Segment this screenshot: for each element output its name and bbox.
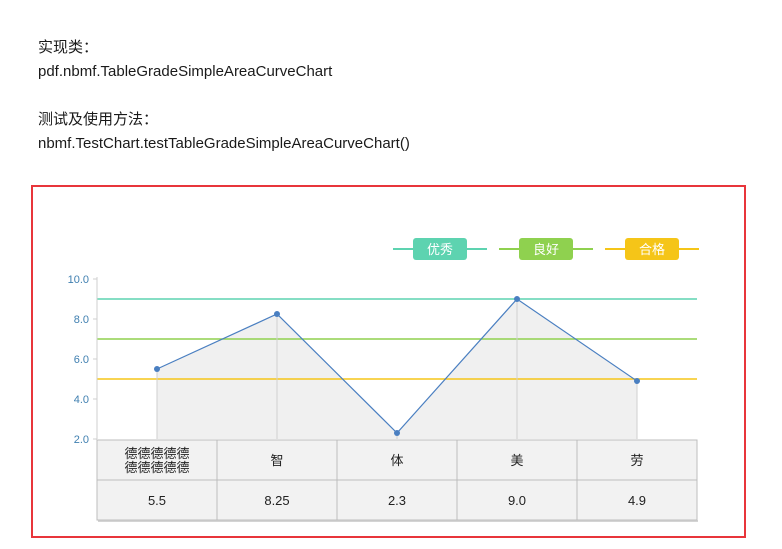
legend-label-1: 良好 bbox=[533, 242, 559, 257]
test-label: 测试及使用方法： bbox=[38, 111, 159, 128]
data-point-3 bbox=[514, 296, 520, 302]
data-point-0 bbox=[154, 366, 160, 372]
category-label-1-0: 智 bbox=[270, 453, 283, 468]
legend-swatch-0 bbox=[413, 238, 467, 260]
chart-frame: 10.0 8.0 6.0 4.0 2.0 德德德德德 德德德德德 5.5 智 8.25 体 2.3 美… bbox=[31, 185, 746, 538]
value-label-0: 5.5 bbox=[148, 493, 166, 508]
data-point-2 bbox=[394, 430, 400, 436]
test-method-name: nbmf.TestChart.testTableGradeSimpleAreaC… bbox=[38, 135, 410, 152]
y-tick-label-0: 10.0 bbox=[68, 274, 89, 286]
data-point-1 bbox=[274, 311, 280, 317]
impl-class-name: pdf.nbmf.TableGradeSimpleAreaCurveChart bbox=[38, 63, 333, 80]
area-fill bbox=[157, 299, 637, 439]
category-label-2-0: 体 bbox=[390, 453, 403, 468]
legend-swatch-1 bbox=[519, 238, 573, 260]
category-label-4-0: 劳 bbox=[630, 453, 643, 468]
data-point-4 bbox=[634, 378, 640, 384]
y-tick-label-4: 2.0 bbox=[74, 434, 89, 446]
y-tick-label-3: 4.0 bbox=[74, 394, 89, 406]
category-label-0-1: 德德德德德 bbox=[124, 460, 189, 475]
y-tick-label-1: 8.0 bbox=[74, 314, 89, 326]
y-tick-label-2: 6.0 bbox=[74, 354, 89, 366]
value-label-4: 4.9 bbox=[628, 493, 646, 508]
legend-label-2: 合格 bbox=[639, 242, 665, 257]
category-label-3-0: 美 bbox=[510, 453, 523, 468]
category-label-0-0: 德德德德德 bbox=[124, 446, 189, 461]
impl-label: 实现类： bbox=[38, 39, 99, 56]
table-shadow bbox=[98, 520, 698, 522]
value-label-2: 2.3 bbox=[388, 493, 406, 508]
value-label-3: 9.0 bbox=[508, 493, 526, 508]
legend-label-0: 优秀 bbox=[427, 242, 453, 257]
legend-swatch-2 bbox=[625, 238, 679, 260]
value-label-1: 8.25 bbox=[264, 493, 289, 508]
